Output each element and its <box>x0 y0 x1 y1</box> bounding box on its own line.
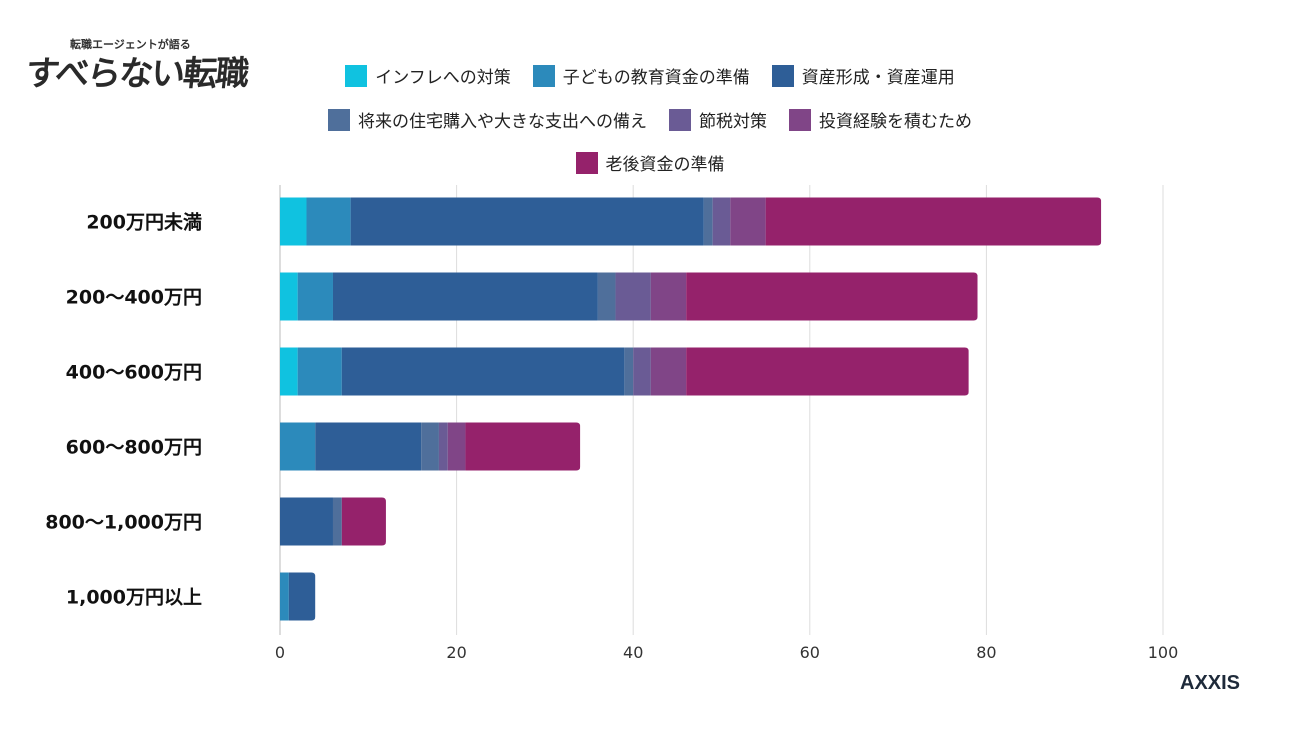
bar-segment <box>280 347 298 396</box>
bar-group <box>280 572 316 621</box>
legend-label: 節税対策 <box>699 112 767 132</box>
legend-label: 資産形成・資産運用 <box>801 68 955 88</box>
legend-swatch <box>345 64 368 87</box>
x-tick-label: 80 <box>976 643 996 662</box>
legend-item[interactable]: 投資経験を積むため <box>789 107 972 132</box>
legend-item[interactable]: 子どもの教育資金の準備 <box>532 63 750 88</box>
legend-label: 投資経験を積むため <box>819 112 972 132</box>
x-tick-label: 40 <box>623 643 643 662</box>
category-label: 800〜1,000万円 <box>45 512 202 534</box>
legend-swatch <box>669 108 691 131</box>
legend-swatch <box>532 64 555 87</box>
bar-segment <box>315 422 422 471</box>
bar-segment <box>650 347 687 396</box>
category-label: 200万円未満 <box>86 211 202 234</box>
x-tick-label: 60 <box>800 643 820 662</box>
legend-swatch <box>328 108 350 131</box>
brand-text: AXXIS <box>1180 672 1241 694</box>
bar-group <box>280 347 969 396</box>
bar-group <box>280 497 386 546</box>
bar-segment <box>597 272 616 321</box>
legend-label: 子どもの教育資金の準備 <box>562 68 750 88</box>
legend-swatch <box>789 108 811 131</box>
bar-segment <box>447 422 466 471</box>
category-label: 400〜600万円 <box>66 362 202 384</box>
bar-segment <box>624 347 634 396</box>
legend-swatch <box>771 64 794 87</box>
bar-group <box>280 272 978 321</box>
bar-segment <box>686 272 978 321</box>
bar-segment <box>297 272 333 321</box>
bar-segment <box>438 422 448 471</box>
legend-label: 老後資金の準備 <box>605 155 725 175</box>
legend-label: インフレへの対策 <box>375 68 511 88</box>
bar-group <box>280 422 581 471</box>
bar-segment <box>341 347 625 396</box>
legend-item[interactable]: 節税対策 <box>669 107 767 132</box>
bar-group <box>280 197 1102 246</box>
x-tick-label: 100 <box>1148 643 1179 662</box>
bar-segment <box>615 272 651 321</box>
bar-segment <box>341 497 386 546</box>
legend-label: 将来の住宅購入や大きな支出への備え <box>358 112 647 132</box>
bar-segment <box>712 197 731 246</box>
legend-item[interactable]: 資産形成・資産運用 <box>771 63 955 88</box>
legend-swatch <box>575 151 598 174</box>
bar-segment <box>633 347 651 396</box>
bar-segment <box>280 197 307 246</box>
legend-row: 老後資金の準備 <box>0 150 1300 175</box>
bar-segment <box>703 197 713 246</box>
bar-segment <box>288 572 316 621</box>
bar-segment <box>280 272 298 321</box>
legend-item[interactable]: インフレへの対策 <box>345 63 511 88</box>
bar-segment <box>465 422 581 471</box>
bar-segment <box>765 197 1102 246</box>
bar-segment <box>332 497 342 546</box>
bar-segment <box>350 197 704 246</box>
legend-row: インフレへの対策 子どもの教育資金の準備 資産形成・資産運用 <box>0 63 1300 88</box>
bar-segment <box>280 572 289 621</box>
bar-segment <box>297 347 342 396</box>
bar-segment <box>686 347 969 396</box>
logo-subtitle: 転職エージェントが語る <box>70 38 191 51</box>
legend-row: 将来の住宅購入や大きな支出への備え 節税対策 投資経験を積むため <box>0 107 1300 132</box>
bar-segment <box>332 272 598 321</box>
category-label: 1,000万円以上 <box>66 587 202 609</box>
logo: 転職エージェントが語る すべらない転職 <box>24 34 250 94</box>
brand-logo: AXXIS <box>1180 672 1240 695</box>
bar-segment <box>306 197 351 246</box>
x-tick-label: 0 <box>275 643 285 662</box>
x-tick-label: 20 <box>446 643 466 662</box>
bar-segment <box>421 422 439 471</box>
bar-segment <box>280 497 333 546</box>
bar-segment <box>280 422 316 471</box>
bar-segment <box>730 197 766 246</box>
category-label: 200〜400万円 <box>66 287 202 309</box>
legend-item[interactable]: 老後資金の準備 <box>575 150 725 175</box>
legend-item[interactable]: 将来の住宅購入や大きな支出への備え <box>328 107 647 132</box>
bar-segment <box>650 272 687 321</box>
category-label: 600〜800万円 <box>66 437 202 459</box>
